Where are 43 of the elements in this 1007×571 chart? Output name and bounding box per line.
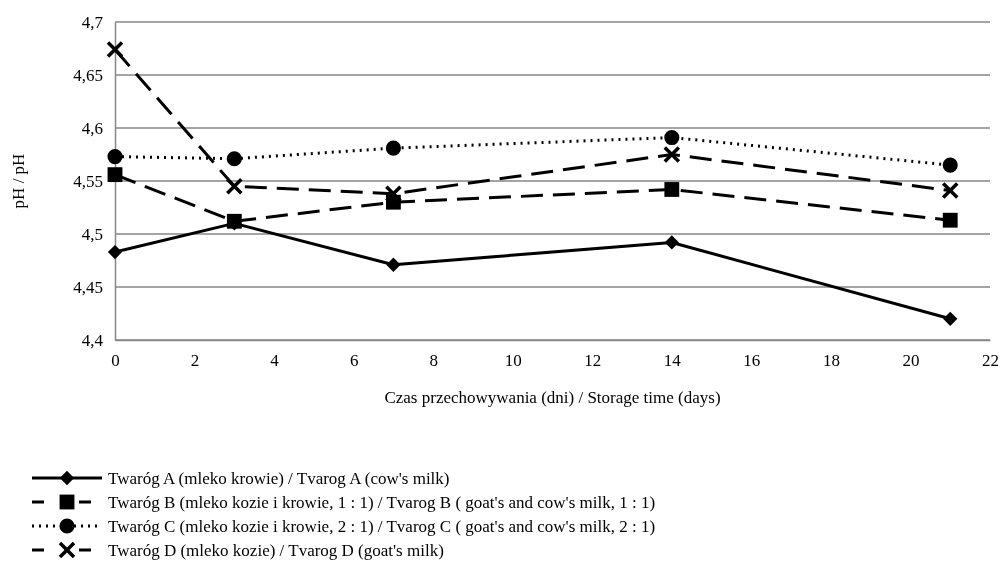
point — [386, 257, 401, 272]
x-tick-label: 18 — [822, 351, 840, 371]
x-tick-label: 20 — [902, 351, 920, 371]
point — [943, 311, 958, 326]
point — [941, 181, 959, 200]
x-tick-label: 10 — [504, 351, 522, 371]
legend-label: Twaróg D (mleko kozie) / Tvarog D (goat's milk) — [108, 540, 444, 560]
y-tick-label: 4,6 — [81, 118, 103, 138]
point — [106, 40, 124, 59]
point — [226, 151, 242, 167]
point — [942, 212, 958, 228]
x-tick-label: 4 — [270, 351, 280, 371]
x-tick-label: 22 — [982, 351, 999, 371]
legend-label: Twaróg A (mleko krowie) / Tvarog A (cow's milk) — [108, 468, 450, 488]
y-axis-title: pH / pH — [9, 153, 28, 209]
x-tick-label: 2 — [190, 351, 200, 371]
point — [663, 145, 681, 164]
point — [664, 129, 680, 146]
x-tick-label: 14 — [663, 351, 682, 371]
point — [384, 184, 403, 203]
point — [107, 244, 123, 260]
y-tick-label: 4,4 — [81, 330, 104, 350]
point — [664, 235, 679, 250]
x-tick-label: 0 — [111, 351, 120, 371]
y-tick-label: 4,5 — [81, 224, 103, 244]
point — [942, 157, 958, 173]
x-tick-label: 8 — [429, 351, 438, 371]
point — [664, 182, 680, 197]
point — [225, 177, 244, 196]
point — [385, 140, 401, 156]
point — [385, 194, 401, 210]
point — [107, 167, 123, 183]
legend-label: Twaróg B (mleko kozie i krowie, 1 : 1) / Tvarog B ( goat's and cow's milk, 1 : 1) — [108, 492, 656, 512]
y-tick-label: 4,55 — [73, 171, 103, 191]
x-tick-label: 16 — [743, 351, 761, 371]
x-axis-title: Czas przechowywania (dni) / Storage time (days) — [384, 388, 721, 407]
y-tick-label: 4,7 — [81, 12, 104, 32]
y-tick-label: 4,65 — [73, 65, 103, 85]
x-tick-label: 6 — [349, 351, 359, 371]
legend-label: Twaróg C (mleko kozie i krowie, 2 : 1) / Tvarog C ( goat's and cow's milk, 2 : 1) — [108, 516, 656, 536]
point — [107, 149, 123, 165]
x-tick-label: 12 — [584, 351, 602, 371]
y-tick-label: 4,45 — [73, 277, 103, 297]
